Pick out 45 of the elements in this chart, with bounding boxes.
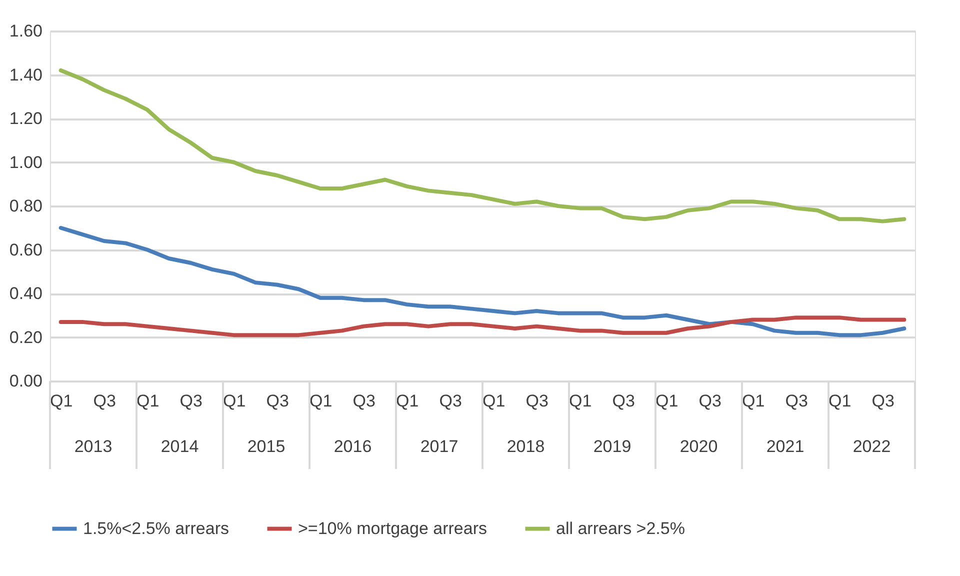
text: 2014 xyxy=(160,437,199,456)
text: 2015 xyxy=(247,437,286,456)
y-tick-label: 1.00 xyxy=(9,152,42,172)
x-tick-label: Q3 xyxy=(872,392,894,410)
y-tick-label: 1.20 xyxy=(9,109,42,128)
x-tick-label: Q3 xyxy=(698,392,722,410)
y-tick-label: 0.40 xyxy=(9,284,42,303)
x-tick-label: Q3 xyxy=(439,392,462,410)
x-tick-label: Q3 xyxy=(266,392,289,410)
x-tick-label: Q1 xyxy=(136,392,160,410)
y-tick-label: 1.40 xyxy=(9,65,42,84)
y-tick-label: 0.60 xyxy=(9,240,42,260)
x-tick-label: Q1 xyxy=(828,392,852,410)
line-series xyxy=(58,316,906,338)
x-tick-label: Q1 xyxy=(568,392,592,410)
y-tick-label: 1.60 xyxy=(9,22,42,40)
x-tick-label: Q3 xyxy=(93,392,116,410)
x-tick-label: Q1 xyxy=(50,392,73,410)
text: 2022 xyxy=(852,437,891,456)
y-tick-label: 0.00 xyxy=(9,372,42,390)
x-tick-label: Q3 xyxy=(785,392,808,410)
text: 2016 xyxy=(334,437,372,456)
x-tick-label: Q3 xyxy=(352,392,376,410)
text: 2017 xyxy=(420,437,458,456)
text: 2013 xyxy=(74,437,112,456)
x-tick-label: Q3 xyxy=(526,392,548,410)
text: 2020 xyxy=(680,437,718,456)
x-tick-label: Q1 xyxy=(742,392,765,410)
text: 2021 xyxy=(766,437,804,456)
x-tick-label: Q1 xyxy=(309,392,332,410)
x-tick-label: Q1 xyxy=(222,392,246,410)
x-tick-label: Q1 xyxy=(396,392,419,410)
x-tick-label: Q1 xyxy=(655,392,678,410)
legend-label: >=10% mortgage arrears xyxy=(298,518,487,538)
text: 2019 xyxy=(593,437,632,456)
line-series xyxy=(58,68,906,224)
y-tick-label: 0.20 xyxy=(9,328,42,347)
legend-label: all arrears >2.5% xyxy=(556,518,685,538)
line-series xyxy=(58,226,906,338)
x-tick-label: Q3 xyxy=(612,392,635,410)
x-tick-label: Q1 xyxy=(482,392,506,410)
legend-label: 1.5%<2.5% arrears xyxy=(83,518,229,538)
text: 2018 xyxy=(506,437,545,456)
y-tick-label: 0.80 xyxy=(9,196,42,216)
x-tick-label: Q3 xyxy=(180,392,202,410)
